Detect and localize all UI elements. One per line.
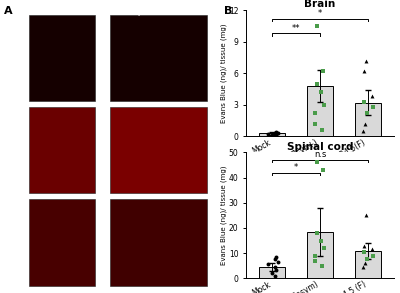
Point <box>364 257 370 262</box>
Bar <box>259 267 285 278</box>
Point <box>272 255 279 259</box>
Bar <box>259 133 285 136</box>
Text: Mock: Mock <box>2 50 8 68</box>
Bar <box>110 15 207 101</box>
Point <box>362 121 368 126</box>
Point <box>312 121 318 126</box>
Point <box>314 231 320 235</box>
Point <box>271 132 278 137</box>
Point <box>311 253 318 258</box>
Text: A: A <box>4 6 13 16</box>
Text: Δ34.5 (F): Δ34.5 (F) <box>2 226 9 258</box>
Bar <box>355 103 381 136</box>
Text: *: * <box>294 163 298 172</box>
Point <box>361 243 367 248</box>
Y-axis label: Evans Blue (ng)/ tissue (mg): Evans Blue (ng)/ tissue (mg) <box>221 23 228 123</box>
Point <box>364 111 370 115</box>
Point <box>274 260 281 264</box>
Point <box>268 133 275 138</box>
Point <box>311 111 318 115</box>
Text: **: ** <box>292 24 300 33</box>
Bar <box>29 15 95 101</box>
Point <box>370 253 376 258</box>
Point <box>314 24 320 28</box>
Point <box>369 94 375 99</box>
Point <box>360 129 367 133</box>
Point <box>318 238 324 243</box>
Point <box>268 271 275 276</box>
Point <box>264 262 271 267</box>
Point <box>272 257 278 262</box>
Point <box>271 265 278 269</box>
Point <box>363 213 369 218</box>
Point <box>272 273 278 278</box>
Text: n.s: n.s <box>314 150 326 159</box>
Point <box>370 105 376 109</box>
Point <box>273 133 280 137</box>
Text: WT (17syn+): WT (17syn+) <box>2 127 9 172</box>
Bar <box>29 107 95 193</box>
Point <box>363 58 369 63</box>
Title: Brain: Brain <box>304 0 336 9</box>
Point <box>321 246 327 251</box>
Bar <box>110 199 207 286</box>
Point <box>361 250 367 254</box>
Point <box>320 69 326 74</box>
Text: B: B <box>224 6 232 16</box>
Point <box>273 267 280 272</box>
Title: Spinal cord: Spinal cord <box>287 142 353 151</box>
Text: *: * <box>318 9 322 18</box>
Point <box>318 90 324 94</box>
Point <box>318 263 325 268</box>
Point <box>361 99 367 104</box>
Text: Brain: Brain <box>51 7 74 16</box>
Point <box>314 160 320 165</box>
Point <box>264 132 271 136</box>
Point <box>312 258 318 263</box>
Point <box>272 133 278 138</box>
Bar <box>110 107 207 193</box>
Bar <box>307 232 333 278</box>
Point <box>362 261 368 265</box>
Point <box>369 247 375 252</box>
Point <box>318 128 325 132</box>
Point <box>272 130 278 135</box>
Bar <box>29 199 95 286</box>
Bar <box>307 86 333 136</box>
Text: Spinal cord: Spinal cord <box>132 7 183 16</box>
Point <box>321 103 327 107</box>
Point <box>320 168 326 172</box>
Point <box>360 265 367 269</box>
Point <box>361 69 367 74</box>
Point <box>314 81 320 86</box>
Bar <box>355 251 381 278</box>
Point <box>274 131 281 136</box>
Point <box>272 129 279 134</box>
Y-axis label: Evans Blue (ng)/ tissue (mg): Evans Blue (ng)/ tissue (mg) <box>221 166 227 265</box>
